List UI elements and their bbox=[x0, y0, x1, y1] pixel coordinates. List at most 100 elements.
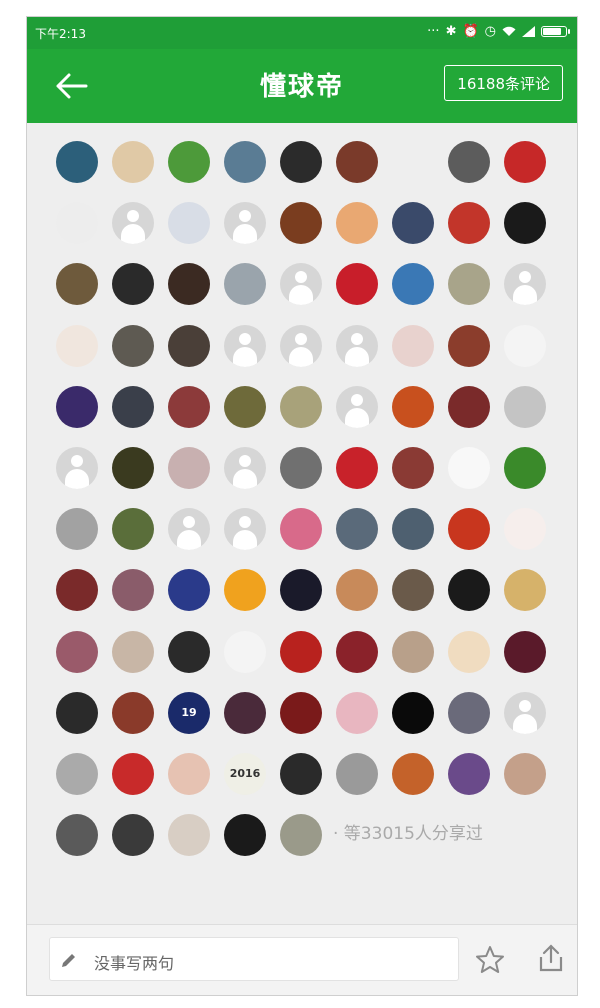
sharer-avatar[interactable] bbox=[336, 508, 378, 551]
sharer-avatar[interactable] bbox=[112, 324, 154, 367]
sharer-avatar[interactable] bbox=[56, 753, 98, 795]
sharer-avatar[interactable] bbox=[168, 202, 210, 245]
sharer-avatar[interactable] bbox=[280, 630, 322, 673]
sharer-avatar[interactable] bbox=[504, 141, 546, 183]
sharer-avatar[interactable] bbox=[280, 141, 322, 183]
sharer-avatar[interactable] bbox=[504, 630, 546, 673]
sharer-avatar[interactable] bbox=[280, 508, 322, 551]
sharer-avatar[interactable] bbox=[504, 508, 546, 551]
sharer-avatar[interactable] bbox=[504, 324, 546, 367]
sharer-avatar[interactable] bbox=[504, 202, 546, 245]
sharer-avatar[interactable] bbox=[56, 630, 98, 673]
sharer-avatar[interactable] bbox=[336, 141, 378, 183]
sharer-avatar[interactable] bbox=[280, 324, 322, 367]
sharer-avatar[interactable] bbox=[224, 569, 266, 612]
sharer-avatar[interactable] bbox=[280, 385, 322, 428]
sharer-avatar[interactable] bbox=[504, 385, 546, 428]
sharer-avatar[interactable] bbox=[112, 141, 154, 183]
sharer-avatar[interactable] bbox=[392, 508, 434, 551]
sharer-avatar[interactable] bbox=[56, 691, 98, 734]
sharer-avatar[interactable] bbox=[168, 569, 210, 612]
sharer-avatar[interactable] bbox=[56, 569, 98, 612]
share-icon[interactable] bbox=[537, 943, 565, 973]
sharer-avatar[interactable] bbox=[56, 202, 98, 245]
sharer-avatar[interactable] bbox=[224, 508, 266, 551]
sharer-avatar[interactable] bbox=[336, 630, 378, 673]
sharer-avatar[interactable] bbox=[168, 814, 210, 857]
sharer-avatar[interactable] bbox=[336, 263, 378, 306]
sharer-avatar[interactable] bbox=[280, 447, 322, 489]
sharer-avatar[interactable] bbox=[168, 508, 210, 551]
sharer-avatar[interactable] bbox=[392, 141, 434, 183]
sharer-avatar[interactable] bbox=[280, 263, 322, 306]
sharer-avatar[interactable] bbox=[112, 385, 154, 428]
sharer-avatar[interactable] bbox=[56, 447, 98, 489]
sharer-avatar[interactable] bbox=[168, 141, 210, 183]
sharer-avatar[interactable] bbox=[56, 263, 98, 306]
sharer-avatar[interactable] bbox=[56, 141, 98, 183]
sharer-avatar[interactable] bbox=[336, 447, 378, 489]
sharer-avatar[interactable] bbox=[392, 691, 434, 734]
sharer-avatar[interactable] bbox=[392, 447, 434, 489]
sharer-avatar[interactable] bbox=[224, 630, 266, 673]
sharer-avatar[interactable] bbox=[504, 447, 546, 489]
sharer-avatar[interactable] bbox=[336, 569, 378, 612]
sharer-avatar[interactable] bbox=[448, 141, 490, 183]
sharer-avatar[interactable] bbox=[224, 691, 266, 734]
sharer-avatar[interactable] bbox=[392, 324, 434, 367]
sharer-avatar[interactable] bbox=[280, 569, 322, 612]
sharer-avatar[interactable] bbox=[504, 569, 546, 612]
sharer-avatar[interactable] bbox=[392, 202, 434, 245]
sharer-avatar[interactable] bbox=[448, 630, 490, 673]
sharer-avatar[interactable]: 19 bbox=[168, 691, 210, 734]
sharer-avatar[interactable] bbox=[392, 385, 434, 428]
sharer-avatar[interactable] bbox=[168, 447, 210, 489]
sharer-avatar[interactable] bbox=[112, 814, 154, 857]
sharer-avatar[interactable] bbox=[168, 385, 210, 428]
sharer-avatar[interactable] bbox=[448, 569, 490, 612]
sharer-avatar[interactable] bbox=[224, 814, 266, 857]
sharer-avatar[interactable] bbox=[112, 508, 154, 551]
sharer-avatar[interactable] bbox=[336, 324, 378, 367]
sharer-avatar[interactable] bbox=[112, 447, 154, 489]
sharer-avatar[interactable] bbox=[224, 385, 266, 428]
sharer-avatar[interactable] bbox=[56, 508, 98, 551]
sharer-avatar[interactable] bbox=[336, 691, 378, 734]
comments-button[interactable]: 16188条评论 bbox=[444, 65, 563, 101]
sharer-avatar[interactable] bbox=[168, 324, 210, 367]
sharer-avatar[interactable] bbox=[112, 753, 154, 795]
sharer-avatar[interactable] bbox=[224, 141, 266, 183]
sharer-avatar[interactable] bbox=[448, 691, 490, 734]
star-icon[interactable] bbox=[475, 945, 505, 975]
sharer-avatar[interactable] bbox=[168, 753, 210, 795]
sharer-avatar[interactable] bbox=[224, 202, 266, 245]
sharer-avatar[interactable] bbox=[448, 385, 490, 428]
sharer-avatar[interactable] bbox=[112, 569, 154, 612]
sharer-avatar[interactable] bbox=[392, 263, 434, 306]
sharer-avatar[interactable] bbox=[56, 385, 98, 428]
comment-input[interactable]: 没事写两句 bbox=[49, 937, 459, 981]
sharer-avatar[interactable] bbox=[504, 691, 546, 734]
sharer-avatar[interactable] bbox=[448, 753, 490, 795]
sharer-avatar[interactable] bbox=[224, 263, 266, 306]
sharer-avatar[interactable] bbox=[112, 202, 154, 245]
sharer-avatar[interactable] bbox=[448, 508, 490, 551]
sharer-avatar[interactable] bbox=[112, 691, 154, 734]
sharer-avatar[interactable] bbox=[280, 202, 322, 245]
sharer-avatar[interactable] bbox=[224, 324, 266, 367]
sharer-avatar[interactable] bbox=[504, 263, 546, 306]
sharer-avatar[interactable] bbox=[392, 569, 434, 612]
sharer-avatar[interactable] bbox=[336, 753, 378, 795]
sharer-avatar[interactable] bbox=[448, 202, 490, 245]
sharer-avatar[interactable] bbox=[280, 753, 322, 795]
sharer-avatar[interactable] bbox=[392, 630, 434, 673]
sharer-avatar[interactable] bbox=[280, 691, 322, 734]
sharer-avatar[interactable] bbox=[392, 753, 434, 795]
sharer-avatar[interactable] bbox=[56, 814, 98, 857]
sharer-avatar[interactable] bbox=[448, 447, 490, 489]
sharer-avatar[interactable] bbox=[336, 385, 378, 428]
sharer-avatar[interactable] bbox=[448, 263, 490, 306]
sharer-avatar[interactable] bbox=[112, 630, 154, 673]
sharer-avatar[interactable] bbox=[280, 814, 322, 857]
sharer-avatar[interactable] bbox=[56, 324, 98, 367]
